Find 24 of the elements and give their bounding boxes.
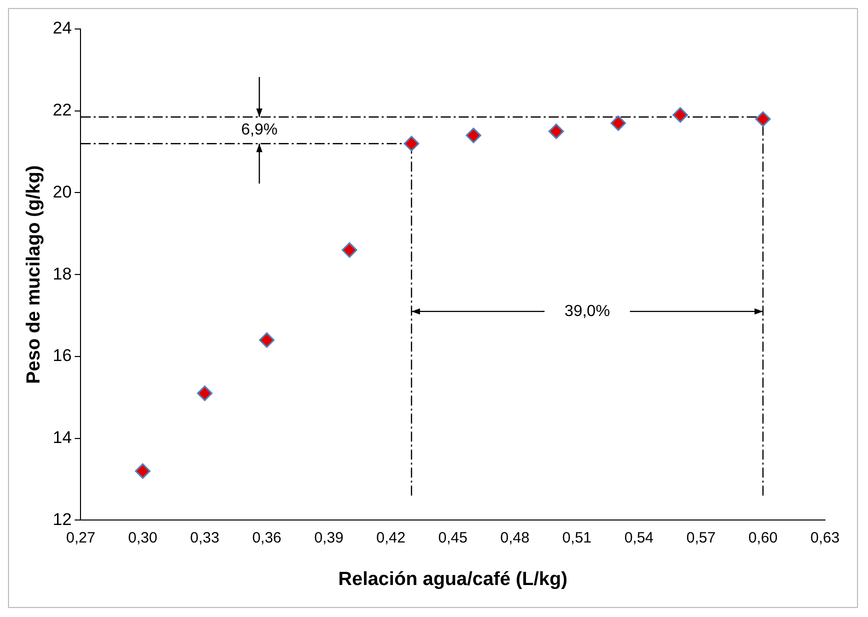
x-tick-label: 0,57: [686, 529, 716, 546]
x-tick-label: 0,42: [376, 529, 406, 546]
x-tick-label: 0,54: [624, 529, 654, 546]
annotation: 6,9%: [241, 122, 278, 139]
x-tick-label: 0,45: [438, 529, 468, 546]
x-axis-title: Relación agua/café (L/kg): [338, 568, 568, 590]
annotation: 39,0%: [564, 302, 610, 320]
x-tick-label: 0,27: [66, 529, 96, 546]
y-tick-label: 20: [52, 182, 72, 202]
x-tick-label: 0,39: [314, 529, 344, 546]
x-tick-label: 0,33: [190, 529, 220, 546]
x-tick-label: 0,36: [252, 529, 282, 546]
x-tick-label: 0,48: [500, 529, 530, 546]
y-tick-label: 22: [52, 100, 72, 120]
x-tick-label: 0,60: [748, 529, 778, 546]
x-tick-label: 0,63: [810, 529, 840, 546]
y-axis-title: Peso de mucilago (g/kg): [24, 165, 45, 384]
x-tick-label: 0,51: [562, 529, 592, 546]
y-tick-label: 24: [52, 18, 72, 38]
y-tick-label: 16: [52, 346, 72, 366]
x-tick-label: 0,30: [128, 529, 158, 546]
y-tick-label: 18: [52, 264, 72, 284]
y-tick-label: 12: [52, 510, 72, 529]
y-tick-label: 14: [52, 428, 72, 448]
